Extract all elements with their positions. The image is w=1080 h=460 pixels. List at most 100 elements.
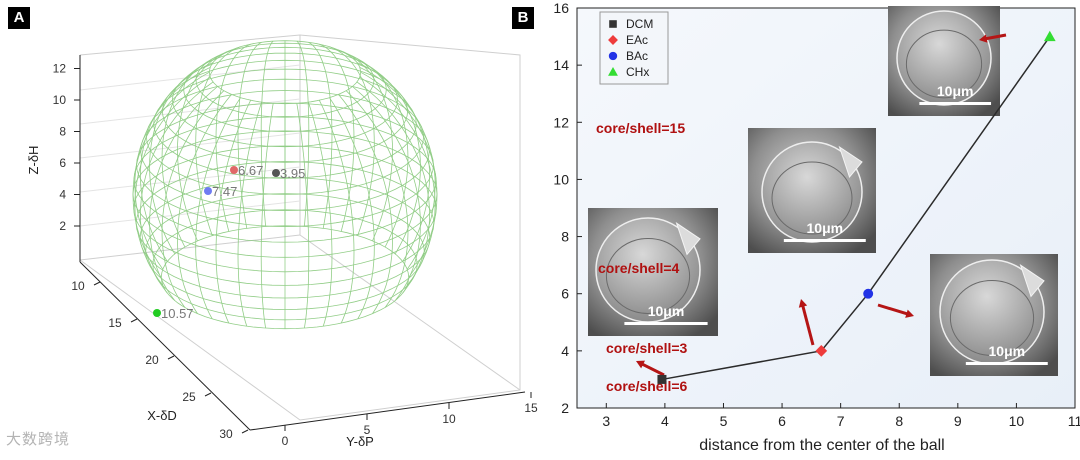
x-tick [130,318,138,323]
sphere-meridian [215,100,252,324]
sphere-meridian [260,40,274,227]
x-tick-label: 7 [837,413,845,429]
scale-bar-label: 10μm [989,343,1026,359]
z-tick-label: 6 [59,156,66,170]
x-tick-label: 4 [661,413,669,429]
data-point-dcm [657,374,667,384]
x-tick [93,281,101,286]
point-label: 7.47 [212,184,237,199]
data-point-chx [1043,30,1056,42]
microsphere-core [771,161,853,235]
point-marker [153,309,161,317]
z-axis-label: Z-δH [26,146,41,175]
shell-fragment [838,145,863,179]
point-label: 3.95 [280,166,305,181]
panel-b-label: B [512,7,534,29]
shell-fragment [1019,263,1045,298]
x-axis-label: X-δD [147,408,177,423]
x-tick-label: 25 [182,390,196,404]
sphere-meridian [177,94,232,314]
sphere-meridian [346,53,409,248]
point-label: 10.57 [161,306,194,321]
y-tick-label: 16 [553,0,569,16]
sphere-meridian [139,62,214,262]
x-axis-label: distance from the center of the ball [699,437,944,454]
legend-marker [609,20,617,28]
sphere-mesh [132,40,438,330]
panel-a-label: A [8,7,30,29]
sphere-meridian [296,40,310,227]
sphere-meridian [161,53,224,248]
scale-bar [919,102,992,105]
sphere-meridian [308,101,333,327]
legend-label: CHx [626,65,649,79]
sem-inset: 10μm [930,254,1058,376]
y-tick-label: 10 [553,171,569,187]
sem-inset: 10μm [748,128,876,253]
data-point-eac [815,345,828,357]
sphere-meridian [308,41,333,229]
x-tick [241,429,249,434]
sphere-meridian [318,100,355,324]
scale-bar-label: 10μm [807,220,844,236]
z-tick-label: 8 [59,125,66,139]
point-label: 6.67 [238,163,263,178]
sphere-meridian [260,103,274,329]
x-tick-label: 9 [954,413,962,429]
wall-grid [79,64,301,91]
sphere-meridian [359,76,436,286]
sphere-meridian [132,71,210,278]
sphere-meridian [215,43,251,232]
sphere-meridian [329,46,375,236]
legend-label: DCM [626,17,653,31]
y-tick-label: 5 [364,423,371,437]
panel-b-chart: 3 4 5 6 7 8 9 10 11 2 4 6 8 10 12 14 16 distance from the… [553,0,1080,454]
data-line [661,36,1051,381]
x-tick-label: 6 [778,413,786,429]
y-tick-label: 2 [561,400,569,416]
pointer-arrowhead [979,34,988,43]
point-marker [230,166,238,174]
pointer-arrow [877,303,909,316]
y-axis [249,391,526,431]
x-tick-label: 15 [108,316,122,330]
data-point-bac [863,288,874,299]
panel-a-box: 2 4 6 8 10 12 Z-δH 10 15 20 25 30 X-δD 0 5 10 15 Y-δP [26,34,538,449]
point-marker [204,187,212,195]
z-tick-label: 4 [59,188,66,202]
box-floor-edge-2 [299,234,521,391]
x-tick-label: 20 [145,353,159,367]
y-tick-label: 14 [553,57,569,73]
inset-caption: core/shell=6 [606,378,688,394]
z-tick-label: 12 [53,62,67,76]
inset-caption: core/shell=4 [598,260,680,276]
inset-caption: core/shell=15 [596,120,685,136]
sphere-meridian [359,66,436,270]
wall-grid [79,132,301,159]
sphere-meridian [237,101,262,327]
legend-label: EAc [626,33,648,47]
z-tick-label: 2 [59,219,66,233]
y-tick-label: 6 [561,286,569,302]
z-tick-label: 10 [53,93,67,107]
x-axis [79,261,251,431]
y-tick-label: 4 [561,343,569,359]
watermark: 大数跨境 [6,430,71,448]
x-tick [167,355,175,360]
legend-marker [608,35,618,45]
y-axis-label: Y-δP [346,434,374,449]
y-tick-label: 10 [442,412,456,426]
microsphere-core [949,280,1035,356]
sphere-meridian [296,103,310,329]
sphere-meridian [149,86,218,301]
scale-bar [624,322,708,325]
sphere-meridian [356,81,431,294]
shell-fragment [675,221,701,256]
sphere-meridian [139,81,214,294]
legend-marker [608,51,618,61]
sphere-meridian [177,49,232,242]
point-marker [272,169,280,177]
wall-grid [79,166,301,193]
sphere-meridian [338,49,393,242]
